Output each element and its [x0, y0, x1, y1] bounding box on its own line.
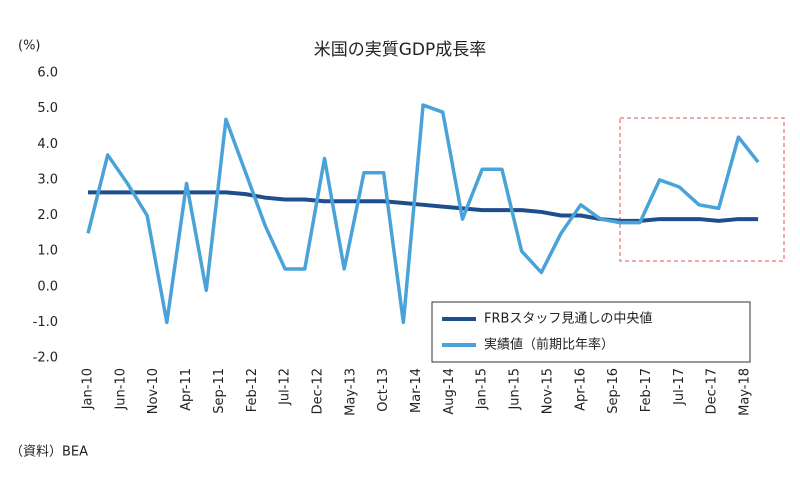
x-tick: Jul-12	[278, 368, 293, 406]
x-tick-label: Apr-16	[573, 368, 588, 411]
legend-box	[431, 301, 751, 363]
x-tick-label: Mar-14	[409, 368, 424, 413]
x-tick-label: Feb-12	[245, 368, 260, 412]
x-tick-label: Jun-10	[113, 368, 128, 411]
x-tick-label: Sep-16	[606, 368, 621, 414]
x-tick: Sep-16	[606, 368, 621, 414]
y-tick-label: 1.0	[37, 244, 58, 259]
y-tick-label: 3.0	[37, 172, 58, 187]
x-tick-label: Sep-11	[212, 368, 227, 414]
x-tick-label: May-13	[343, 368, 358, 416]
y-tick-label: -2.0	[33, 351, 58, 366]
x-tick-label: Jul-12	[278, 368, 293, 406]
y-tick-label: 6.0	[37, 66, 58, 81]
x-tick-label: Oct-13	[376, 368, 391, 412]
x-tick: Jan-10	[81, 368, 96, 410]
chart-title: 米国の実質GDP成長率	[314, 40, 487, 60]
x-tick: Mar-14	[409, 368, 424, 413]
x-tick: Feb-12	[245, 368, 260, 412]
y-tick-label: 4.0	[37, 137, 58, 152]
source-note: （資料）BEA	[10, 445, 88, 460]
x-tick-label: May-18	[738, 368, 753, 416]
series-line	[88, 190, 759, 223]
x-tick-label: Jul-17	[672, 368, 687, 406]
series-line	[86, 103, 760, 325]
x-tick: Oct-13	[376, 368, 391, 412]
x-tick: Jun-15	[508, 368, 523, 411]
x-tick-label: Dec-12	[310, 368, 325, 414]
highlight-box	[619, 117, 785, 262]
x-tick: May-13	[343, 368, 358, 416]
x-tick-label: Jan-10	[81, 368, 96, 410]
x-tick: Aug-14	[442, 368, 457, 415]
x-tick: Dec-17	[705, 368, 720, 414]
x-tick: Apr-16	[573, 368, 588, 411]
y-unit: (%)	[18, 39, 41, 54]
legend-label: FRBスタッフ見通しの中央値	[484, 311, 652, 327]
y-tick-label: 0.0	[37, 279, 58, 294]
y-tick-label: -1.0	[33, 315, 58, 330]
x-tick: Feb-17	[639, 368, 654, 412]
legend-label: 実績値（前期比年率）	[484, 337, 614, 353]
x-tick: Sep-11	[212, 368, 227, 414]
x-tick: Jun-10	[113, 368, 128, 411]
x-tick-label: Jun-15	[508, 368, 523, 411]
x-tick-label: Nov-15	[540, 368, 555, 414]
x-tick: Jan-15	[475, 368, 490, 410]
x-tick-label: Aug-14	[442, 368, 457, 415]
x-tick-label: Dec-17	[705, 368, 720, 414]
x-tick: Nov-10	[146, 368, 161, 414]
x-tick: Nov-15	[540, 368, 555, 414]
x-tick: Jul-17	[672, 368, 687, 406]
x-tick: Apr-11	[179, 368, 194, 411]
x-tick-label: Feb-17	[639, 368, 654, 412]
x-tick-label: Nov-10	[146, 368, 161, 414]
y-tick-label: 2.0	[37, 208, 58, 223]
x-tick: Dec-12	[310, 368, 325, 414]
x-tick-label: Jan-15	[475, 368, 490, 410]
y-tick-label: 5.0	[37, 101, 58, 116]
x-tick-label: Apr-11	[179, 368, 194, 411]
x-tick: May-18	[738, 368, 753, 416]
